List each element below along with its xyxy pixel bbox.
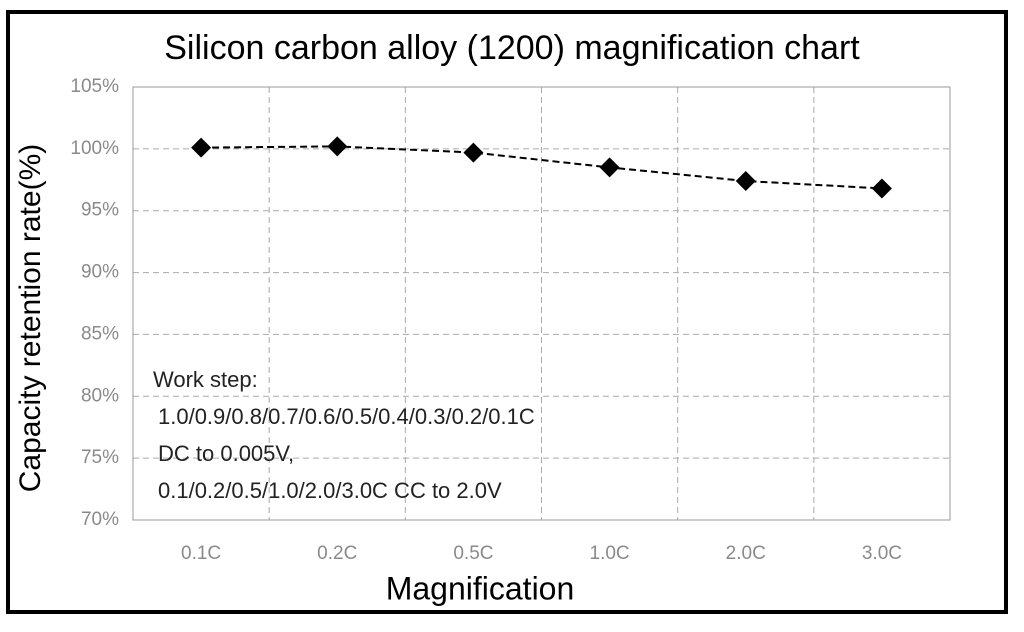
marker	[735, 171, 756, 192]
marker	[191, 137, 212, 158]
annotation: 0.1/0.2/0.5/1.0/2.0/3.0C CC to 2.0V	[158, 478, 502, 503]
x-tick-label: 2.0C	[726, 543, 766, 564]
chart-title: Silicon carbon alloy (1200) magnificatio…	[164, 29, 860, 67]
x-tick-label: 0.2C	[317, 543, 357, 564]
y-tick-label: 85%	[81, 323, 119, 344]
y-tick-label: 70%	[81, 509, 119, 530]
plot-border	[132, 86, 951, 521]
marker	[871, 178, 892, 199]
y-tick-label: 75%	[81, 447, 119, 468]
y-tick-label: 105%	[70, 76, 119, 97]
y-tick-label: 90%	[81, 262, 119, 283]
x-tick-label: 0.5C	[453, 543, 493, 564]
marker	[599, 157, 620, 178]
annotation: DC to 0.005V,	[158, 441, 294, 466]
annotation: Work step:	[153, 367, 258, 392]
y-tick-label: 95%	[81, 200, 119, 221]
x-tick-label: 1.0C	[590, 543, 630, 564]
frame	[6, 10, 1008, 614]
line	[201, 145, 882, 190]
y-tick-label: 80%	[81, 385, 119, 406]
y-tick-label: 100%	[70, 138, 119, 159]
y-axis-label: Capacity retention rate(%)	[14, 144, 47, 493]
marker	[463, 142, 484, 163]
x-axis-label: Magnification	[386, 570, 575, 606]
x-tick-label: 0.1C	[181, 543, 221, 564]
x-tick-label: 3.0C	[862, 543, 902, 564]
marker	[327, 136, 348, 157]
annotation: 1.0/0.9/0.8/0.7/0.6/0.5/0.4/0.3/0.2/0.1C	[158, 404, 535, 429]
